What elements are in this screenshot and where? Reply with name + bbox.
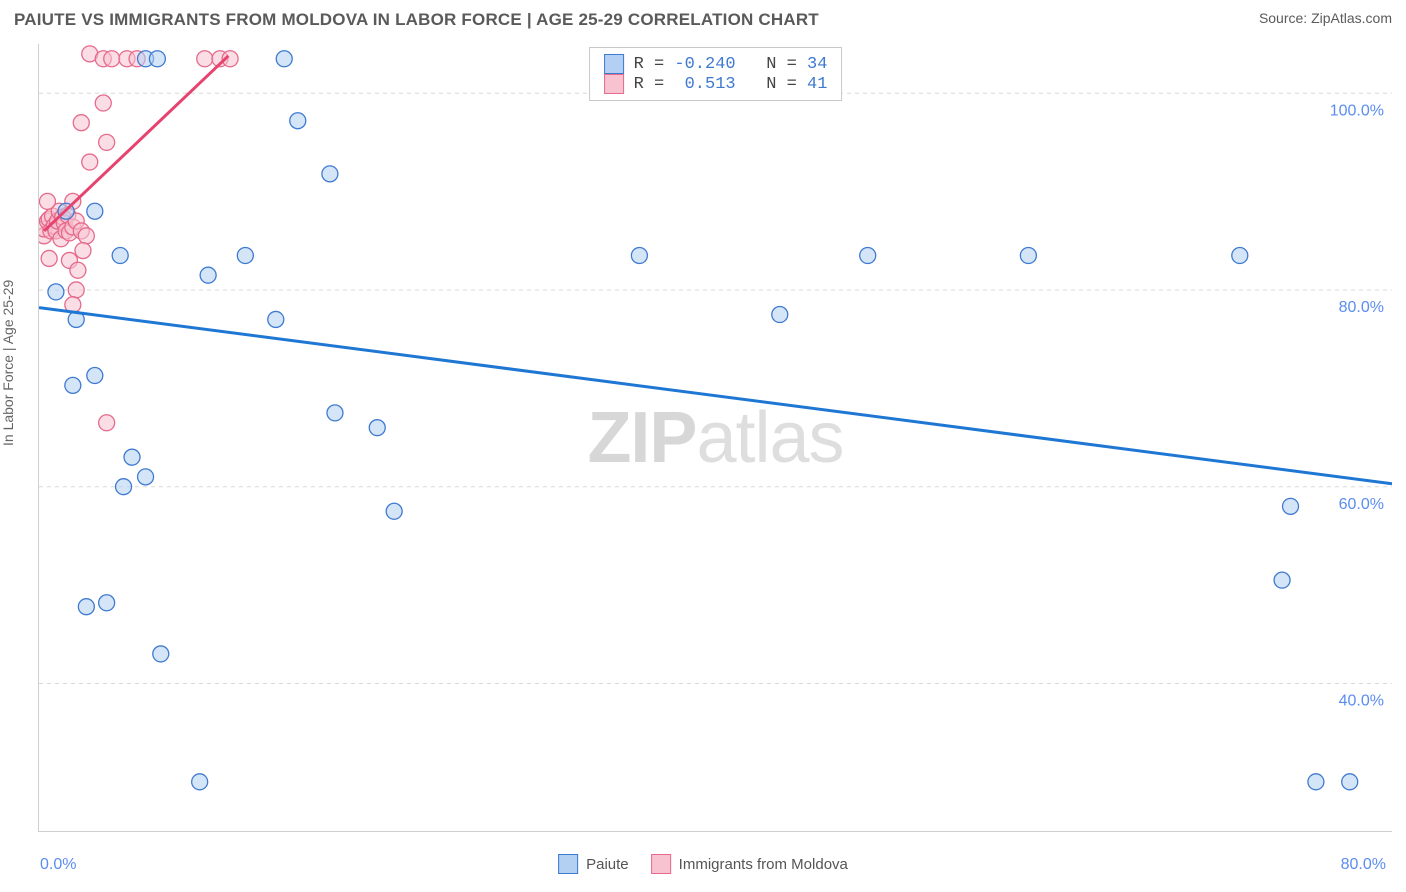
correlation-legend: R = -0.240 N = 34R = 0.513 N = 41 (589, 47, 843, 101)
data-point (68, 282, 84, 298)
chart-source: Source: ZipAtlas.com (1259, 10, 1392, 26)
data-point (322, 166, 338, 182)
data-point (1020, 248, 1036, 264)
data-point (1283, 498, 1299, 514)
data-point (386, 503, 402, 519)
svg-text:80.0%: 80.0% (1339, 299, 1384, 316)
data-point (116, 479, 132, 495)
data-point (197, 51, 213, 67)
data-point (200, 267, 216, 283)
data-point (192, 774, 208, 790)
svg-text:40.0%: 40.0% (1339, 693, 1384, 710)
data-point (87, 203, 103, 219)
data-point (99, 415, 115, 431)
data-point (138, 469, 154, 485)
data-point (153, 646, 169, 662)
trend-line (44, 56, 228, 231)
data-point (82, 154, 98, 170)
data-point (48, 284, 64, 300)
data-point (75, 243, 91, 259)
data-point (276, 51, 292, 67)
data-point (99, 595, 115, 611)
data-point (104, 51, 120, 67)
legend-item: Immigrants from Moldova (651, 854, 848, 874)
legend-swatch (558, 854, 578, 874)
legend-row: R = -0.240 N = 34 (604, 54, 828, 74)
data-point (1274, 572, 1290, 588)
data-point (149, 51, 165, 67)
legend-item: Paiute (558, 854, 629, 874)
data-point (237, 248, 253, 264)
data-point (41, 250, 57, 266)
y-axis-label: In Labor Force | Age 25-29 (0, 280, 16, 446)
series-legend: Paiute Immigrants from Moldova (558, 854, 848, 874)
data-point (65, 377, 81, 393)
data-point (369, 420, 385, 436)
data-point (39, 193, 55, 209)
legend-label: Immigrants from Moldova (679, 856, 848, 873)
x-axis-end-label: 80.0% (1341, 856, 1386, 874)
data-point (124, 449, 140, 465)
legend-swatch (604, 54, 624, 74)
data-point (860, 248, 876, 264)
legend-swatch (651, 854, 671, 874)
trend-line (39, 308, 1392, 484)
data-point (95, 95, 111, 111)
data-point (327, 405, 343, 421)
data-point (1342, 774, 1358, 790)
x-axis-start-label: 0.0% (40, 856, 76, 874)
data-point (99, 134, 115, 150)
data-point (1232, 248, 1248, 264)
legend-row: R = 0.513 N = 41 (604, 74, 828, 94)
data-point (87, 368, 103, 384)
data-point (1308, 774, 1324, 790)
data-point (73, 115, 89, 131)
data-point (268, 311, 284, 327)
data-point (70, 262, 86, 278)
data-point (78, 228, 94, 244)
legend-label: Paiute (586, 856, 629, 873)
scatter-svg: 40.0% 60.0% 80.0% 100.0% (39, 44, 1392, 831)
data-point (78, 599, 94, 615)
data-point (772, 307, 788, 323)
svg-text:100.0%: 100.0% (1330, 102, 1384, 119)
legend-swatch (604, 74, 624, 94)
chart-title: PAIUTE VS IMMIGRANTS FROM MOLDOVA IN LAB… (14, 10, 819, 30)
data-point (290, 113, 306, 129)
svg-text:60.0%: 60.0% (1339, 496, 1384, 513)
data-point (631, 248, 647, 264)
data-point (112, 248, 128, 264)
plot-area: 40.0%60.0%80.0%100.0% ZIPatlas R = -0.24… (38, 44, 1392, 832)
